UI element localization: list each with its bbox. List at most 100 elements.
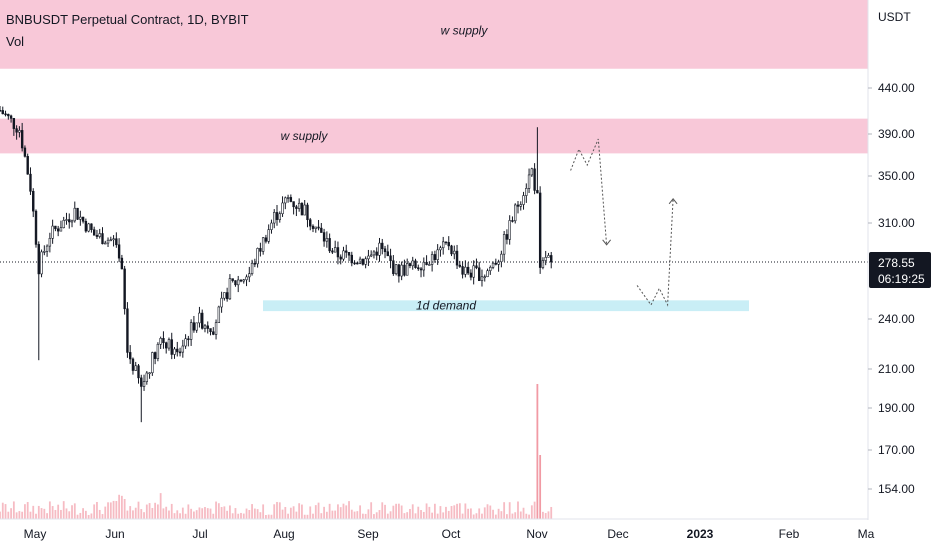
volume-bar [84,510,87,519]
volume-bar [361,513,364,519]
volume-layer [0,384,553,519]
time-tick-label: Dec [607,527,628,541]
volume-bar [134,507,137,519]
volume-bar [54,509,57,519]
volume-bar [464,503,467,519]
candle-body [59,227,63,232]
candle-body [90,223,93,230]
volume-bar [118,494,121,519]
candle-body [441,241,445,249]
candle-body [167,339,171,349]
price-axis[interactable]: 440.00 390.00 350.00 310.00 240.00 210.00 190.… [868,81,915,496]
candle-body [358,258,362,264]
projection-path [636,198,674,307]
volume-bar [461,513,464,519]
candle-body [137,365,140,379]
time-axis[interactable]: May Jun Jul Aug Sep Oct Nov Dec 2023 Feb Ma [24,527,875,541]
candle-body [278,213,281,220]
volume-bar [506,514,508,519]
volume-bar [384,504,386,519]
candle-body [491,262,495,268]
candle-body [286,197,290,199]
candle-body [311,225,315,229]
candle-body [214,322,218,335]
volume-bar [184,513,187,519]
candle-body [320,227,323,233]
candle-body [389,255,392,262]
time-tick-label: Jun [105,527,124,541]
candle-body [117,244,121,259]
candle-body [242,279,245,282]
volume-bar [156,504,159,519]
projection-arrowhead [668,197,678,205]
price-label-box [869,252,931,288]
volume-bar [120,495,123,519]
volume-bar [289,507,292,519]
volume-bar [73,503,76,519]
candle-body [234,280,237,286]
candle-body [383,248,387,253]
candle-body [345,250,348,253]
volume-bar [303,514,306,519]
time-tick-label: Sep [357,527,379,541]
volume-bar [76,514,79,519]
zone-rect [263,300,749,312]
volume-bar [409,508,411,519]
candle-body [350,254,353,264]
volume-label[interactable]: Vol [6,34,25,49]
volume-bar [1,502,4,519]
candle-body [115,238,118,246]
candle-body [187,338,190,341]
volume-bar [37,505,40,519]
candle-body [295,206,298,209]
volume-bar [109,502,112,519]
candle-body [270,222,273,230]
price-tick-label: 170.00 [878,443,915,457]
candle-body [84,221,88,232]
candle-body [428,264,431,266]
volume-bar [187,504,190,519]
currency-unit[interactable]: USDT [878,10,911,24]
volume-bar [433,503,436,519]
candle-body [106,239,110,244]
volume-bar [301,504,303,519]
volume-bar [284,506,287,519]
candle-body [228,278,232,300]
volume-bar [198,507,201,519]
candle-body [237,279,240,286]
volume-bar [101,514,104,519]
volume-bar [492,509,494,519]
candle-body [306,204,309,221]
volume-bar [547,511,550,519]
volume-bar [428,506,431,519]
volume-bar [411,504,414,519]
volume-bar [550,506,553,519]
volume-bar [24,504,26,519]
volume-bar [0,511,1,519]
volume-bar [381,502,384,519]
volume-bar [57,504,60,519]
candle-body [284,197,287,204]
candle-body [95,234,99,237]
volume-bar [483,507,486,519]
candle-body [162,338,165,344]
volume-bar [503,502,506,519]
symbol-title[interactable]: BNBUSDT Perpetual Contract, 1D, BYBIT [6,12,249,27]
volume-bar [162,508,165,519]
zone-label: 1d demand [416,299,476,313]
candle-body [519,204,522,207]
candle-body [151,352,154,374]
price-tick-label: 350.00 [878,169,915,183]
volume-bar [528,514,530,519]
candle-body [259,248,262,252]
volume-bar [26,502,29,519]
volume-bar [245,508,248,519]
volume-bar [140,509,143,519]
volume-bar [417,506,420,519]
volume-bar [212,513,215,519]
volume-bar [530,505,533,519]
volume-bar [458,503,461,519]
candle-body [109,239,113,242]
price-tick-label: 190.00 [878,401,915,415]
